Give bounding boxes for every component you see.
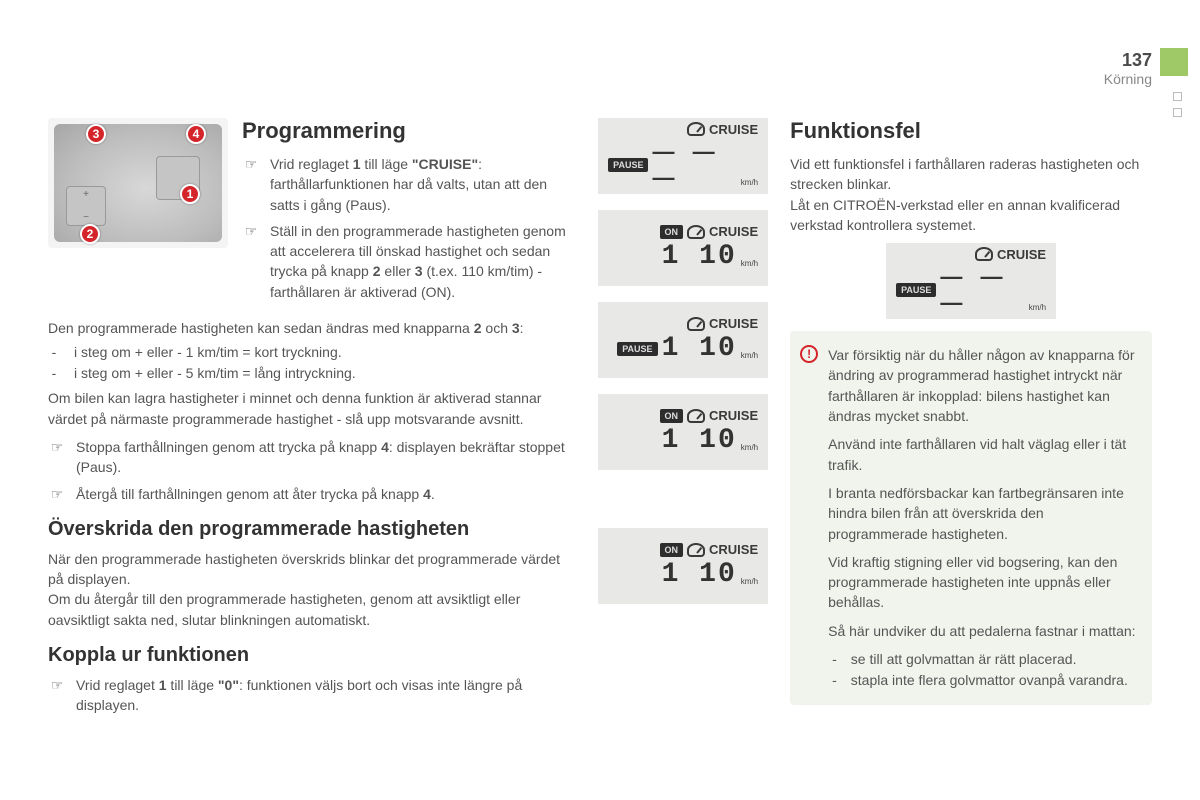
heading-programming: Programmering [242,118,576,144]
warn-p2: Använd inte farthållaren vid halt väglag… [828,434,1138,475]
callout-badge-3: 3 [86,124,106,144]
margin-marker-1 [1173,92,1182,101]
override-p1: När den programmerade hastigheten översk… [48,549,576,590]
gauge-icon [687,409,705,423]
steering-wheel-diagram: + − 3 4 1 2 [48,118,228,248]
pointer-icon: ☞ [48,484,66,504]
callout-badge-2: 2 [80,224,100,244]
heading-fault: Funktionsfel [790,118,1152,144]
adjust-intro: Den programmerade hastigheten kan sedan … [48,318,576,338]
override-p2: Om du återgår till den programmerade has… [48,589,576,630]
display-fault: CRUISE PAUSE— — —km/h [886,243,1056,319]
fault-p1: Vid ett funktionsfel i farthållaren rade… [790,154,1152,195]
gauge-icon [687,317,705,331]
display-pause-110: CRUISE PAUSE1 10km/h [598,302,768,378]
gauge-icon [687,225,705,239]
prog-step-1: Vrid reglaget 1 till läge "CRUISE": fart… [270,154,576,215]
page-number: 137 [1104,50,1152,71]
warning-box: ! Var försiktig när du håller någon av k… [790,331,1152,705]
stop-step: Stoppa farthållningen genom att trycka p… [76,437,576,478]
corner-accent [1160,48,1188,76]
left-column: + − 3 4 1 2 Programmering ☞ Vrid reglage… [48,118,576,722]
warn-p3: I branta nedförsbackar kan fartbegränsar… [828,483,1138,544]
resume-step: Återgå till farthållningen genom att åte… [76,484,435,504]
warn-sublist: -se till att golvmattan är rätt placerad… [832,649,1138,691]
page-header: 137 Körning [1104,50,1152,87]
display-pause-blank: CRUISE PAUSE— — —km/h [598,118,768,194]
prog-step-2: Ställ in den programmerade hastigheten g… [270,221,576,302]
gauge-icon [975,247,993,261]
display-on-110: ONCRUISE 1 10km/h [598,210,768,286]
display-on-110-b: ONCRUISE 1 10km/h [598,394,768,470]
memory-note: Om bilen kan lagra hastigheter i minnet … [48,388,576,429]
gauge-icon [687,543,705,557]
heading-override: Överskrida den programmerade hastigheten [48,518,576,541]
callout-badge-4: 4 [186,124,206,144]
pointer-icon: ☞ [48,675,66,716]
pointer-icon: ☞ [242,154,260,215]
warn-p5: Så här undviker du att pedalerna fastnar… [828,621,1138,641]
gauge-icon [687,122,705,136]
adjust-list: -i steg om + eller - 1 km/tim = kort try… [48,342,576,384]
disconnect-step: Vrid reglaget 1 till läge "0": funktione… [76,675,576,716]
heading-disconnect: Koppla ur funktionen [48,644,576,667]
warn-p1: Var försiktig när du håller någon av kna… [828,345,1138,426]
right-column: Funktionsfel Vid ett funktionsfel i fart… [790,118,1152,722]
section-label: Körning [1104,71,1152,87]
callout-badge-1: 1 [180,184,200,204]
display-column: CRUISE PAUSE— — —km/h ONCRUISE 1 10km/h … [598,118,768,722]
margin-marker-2 [1173,108,1182,117]
fault-p2: Låt en CITROËN-verkstad eller en annan k… [790,195,1152,236]
warning-icon: ! [800,345,818,363]
wheel-pad-left: + − [66,186,106,226]
pointer-icon: ☞ [48,437,66,478]
warn-p4: Vid kraftig stigning eller vid bogsering… [828,552,1138,613]
pointer-icon: ☞ [242,221,260,302]
display-on-110-c: ONCRUISE 1 10km/h [598,528,768,604]
